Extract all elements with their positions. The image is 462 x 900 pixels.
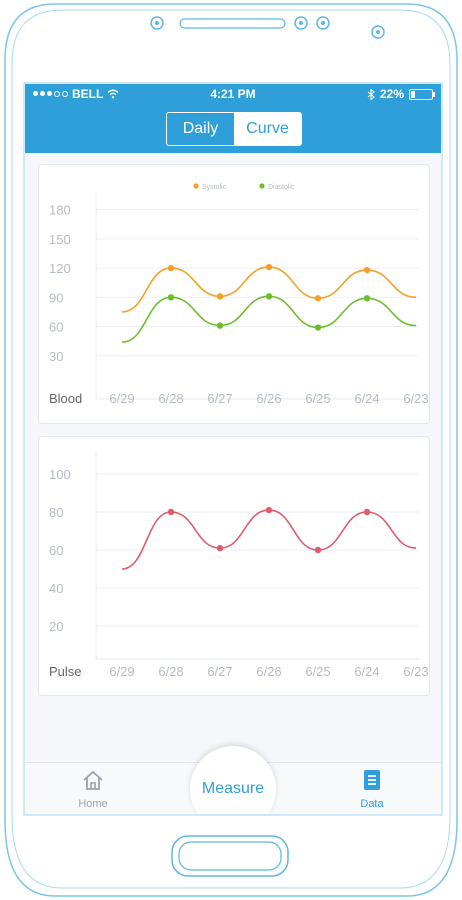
x-tick-label: 6/29 [109, 664, 134, 679]
front-camera-left [150, 16, 164, 30]
status-bar: BELL 4:21 PM 22% [25, 84, 441, 104]
x-tick-label: 6/28 [158, 664, 183, 679]
legend-label: Systolic [202, 184, 227, 191]
signal-dot [33, 91, 38, 96]
x-tick-label: 6/25 [305, 664, 330, 679]
x-tick-label: 6/29 [109, 391, 134, 406]
battery-icon [409, 88, 435, 100]
pulse-chart-card: 20 40 60 80 100 Pulse 6/29 6/28 6/27 6/26 6/25 6/24… [38, 436, 430, 696]
y-tick-label: 150 [49, 232, 71, 247]
tab-home[interactable]: Home [53, 769, 133, 810]
series-line [121, 295, 417, 343]
data-point [314, 546, 322, 554]
signal-dot [40, 91, 45, 96]
signal-dot [47, 91, 52, 96]
x-tick-label: 6/25 [305, 391, 330, 406]
sensor-1 [294, 16, 308, 30]
pulse-chart: 20 40 60 80 100 Pulse 6/29 6/28 6/27 6/26 6/25 6/24… [49, 451, 429, 679]
data-point [363, 295, 371, 302]
tab-data-label: Data [360, 798, 384, 810]
y-tick-label: 20 [49, 619, 63, 634]
carrier-name: BELL [72, 87, 104, 101]
segment-curve[interactable]: Curve [234, 113, 301, 145]
y-tick-label: 60 [49, 320, 63, 335]
blood-pressure-chart: 30 60 90 120 150 180 Blood 6/29 6/28 6/27 6/26 6/25… [49, 183, 429, 406]
legend-label: Diastolic [268, 184, 295, 191]
data-point [363, 266, 371, 274]
signal-dot [62, 91, 68, 97]
home-icon [83, 770, 103, 790]
data-point [167, 508, 175, 516]
battery-percent: 22% [379, 87, 404, 101]
x-tick-label: 6/27 [207, 391, 232, 406]
wifi-icon [107, 89, 119, 99]
x-tick-label: 6/23 [403, 664, 428, 679]
sensor-2 [316, 16, 330, 30]
data-point [216, 322, 224, 329]
y-tick-label: 180 [49, 203, 71, 218]
tab-home-label: Home [78, 798, 108, 810]
x-tick-label: 6/26 [256, 391, 281, 406]
x-tick-label: 6/23 [403, 391, 428, 406]
y-tick-label: 120 [49, 261, 71, 276]
legend-marker [259, 183, 265, 189]
measure-button[interactable]: Measure [190, 746, 276, 814]
x-tick-label: 6/26 [256, 664, 281, 679]
axis-label: Blood [49, 391, 82, 406]
data-point [216, 544, 224, 552]
signal-dot [54, 91, 60, 97]
document-icon [364, 770, 380, 790]
x-tick-label: 6/24 [354, 664, 379, 679]
series-line [121, 509, 417, 570]
legend-marker [193, 183, 199, 189]
view-mode-segmented-control: Daily Curve [166, 112, 302, 146]
y-tick-label: 80 [49, 505, 63, 520]
data-point [265, 506, 273, 514]
data-point [167, 264, 175, 272]
segment-daily[interactable]: Daily [182, 120, 219, 137]
x-tick-label: 6/27 [207, 664, 232, 679]
y-tick-label: 60 [49, 543, 63, 558]
x-tick-label: 6/28 [158, 391, 183, 406]
data-point [216, 293, 224, 300]
home-button[interactable] [171, 835, 289, 877]
data-point [363, 508, 371, 516]
data-point [167, 294, 175, 301]
y-tick-label: 40 [49, 581, 63, 596]
series-line [121, 266, 417, 313]
front-camera-right [371, 25, 385, 39]
speaker-grill [179, 18, 286, 29]
data-point [314, 324, 322, 331]
data-point [314, 295, 322, 302]
y-tick-label: 90 [49, 290, 63, 305]
data-point [265, 263, 273, 271]
status-time: 4:21 PM [210, 87, 256, 101]
app-screen: BELL 4:21 PM 22% Daily Curve 30 60 90 120 15… [25, 84, 441, 814]
blood-pressure-chart-card: 30 60 90 120 150 180 Blood 6/29 6/28 6/27 6/26 6/25… [38, 164, 430, 424]
data-point [265, 293, 273, 300]
bluetooth-icon [367, 88, 375, 100]
x-tick-label: 6/24 [354, 391, 379, 406]
y-tick-label: 30 [49, 349, 63, 364]
tab-data[interactable]: Data [332, 769, 412, 810]
signal-strength-icon [33, 91, 68, 97]
axis-label: Pulse [49, 664, 82, 679]
y-tick-label: 100 [49, 467, 71, 482]
nav-bar: Daily Curve [25, 104, 441, 153]
